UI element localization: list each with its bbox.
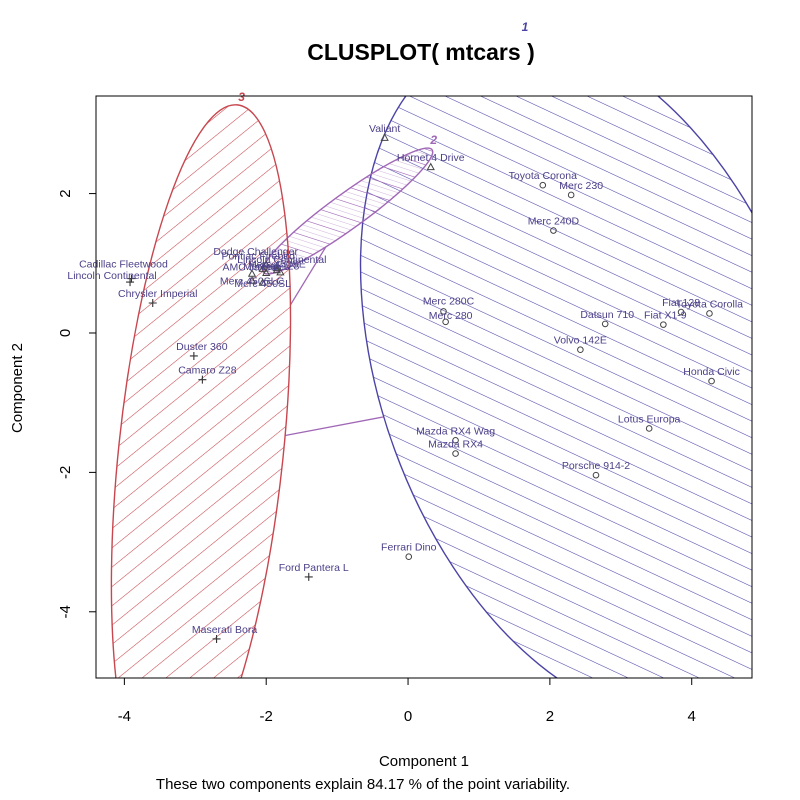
- y-tick-label-0: -4: [57, 605, 74, 618]
- data-point-7: [272, 265, 281, 274]
- point-label-19: Toyota Corolla: [676, 298, 743, 310]
- x-tick-label-4: 4: [688, 708, 696, 725]
- point-label-22: Lotus Europa: [618, 413, 681, 425]
- data-point-26: [405, 553, 413, 561]
- data-point-30: [189, 351, 198, 360]
- data-point-15: [442, 318, 449, 326]
- point-label-10: Merc 450SL: [234, 278, 291, 290]
- point-label-3: Pontiac Firebird: [221, 251, 295, 263]
- point-label-1: Hornet 4 Drive: [397, 152, 465, 164]
- point-label-15: Merc 280: [429, 310, 473, 322]
- data-point-16: [601, 320, 609, 328]
- cluster-1-ellipse-group: [359, 96, 752, 678]
- cluster-3-number: 3: [238, 90, 245, 104]
- point-label-33: Maserati Bora: [192, 624, 258, 636]
- plot-area: 1 2 3 Valiant Hornet 4 Drive Dodge Challenger…: [67, 20, 752, 678]
- point-label-23: Mazda RX4 Wag: [416, 425, 495, 437]
- point-label-12: Merc 230: [559, 180, 603, 192]
- point-label-11: Toyota Corona: [509, 170, 577, 182]
- point-label-29: Chrysler Imperial: [118, 288, 197, 300]
- cluster-connection-1-3: [285, 416, 384, 437]
- data-point-23: [452, 437, 459, 444]
- data-point-2: [258, 264, 267, 272]
- cluster-1-ellipse: [359, 96, 752, 678]
- x-axis-label: Component 1: [379, 753, 469, 770]
- cluster-3-ellipse-group: [110, 104, 292, 678]
- data-point-32: [304, 572, 313, 581]
- x-tick-label-2: 0: [404, 708, 412, 725]
- chart-title: CLUSPLOT( mtcars ): [307, 39, 534, 65]
- point-label-20: Volvo 142E: [554, 335, 607, 347]
- data-point-18: [677, 308, 685, 316]
- cluster-3-ellipse: [110, 104, 292, 678]
- data-point-12: [567, 191, 575, 199]
- data-point-6: [276, 267, 285, 276]
- x-axis: -4 -2 0 2 4: [118, 677, 696, 725]
- y-tick-label-3: 2: [57, 189, 74, 197]
- point-label-0: Valiant: [369, 123, 400, 135]
- data-point-24: [452, 450, 459, 457]
- data-point-25: [592, 471, 600, 479]
- data-point-14: [440, 308, 447, 315]
- data-point-1: [426, 162, 435, 171]
- data-point-19: [706, 310, 713, 317]
- point-label-9: Merc 450SLC: [220, 276, 285, 288]
- point-label-4: Lincoln Continental: [237, 254, 326, 266]
- cluster-1-number: 1: [522, 20, 529, 34]
- data-point-28: [126, 278, 135, 287]
- point-label-7: Merc 450SE: [248, 258, 306, 270]
- y-tick-label-1: -2: [57, 466, 74, 479]
- data-point-11: [539, 181, 547, 189]
- data-point-3: [262, 260, 271, 268]
- data-point-17: [660, 321, 667, 328]
- point-label-21: Honda Civic: [683, 366, 740, 378]
- point-label-25: Porsche 914-2: [562, 460, 630, 472]
- data-point-22: [645, 425, 653, 432]
- cluster-2-number: 2: [429, 133, 437, 147]
- chart-subtitle: These two components explain 84.17 % of …: [156, 776, 570, 793]
- data-point-8: [262, 268, 271, 277]
- point-label-27: Cadillac Fleetwood: [79, 259, 168, 271]
- data-point-33: [212, 634, 221, 643]
- point-label-28: Lincoln Continental: [67, 270, 156, 282]
- point-label-14: Merc 280C: [423, 295, 475, 307]
- point-label-26: Ferrari Dino: [381, 542, 437, 554]
- point-label-18: Fiat 128: [662, 297, 700, 309]
- point-label-30: Duster 360: [176, 341, 228, 353]
- data-point-20: [577, 346, 584, 354]
- point-label-24: Mazda RX4: [428, 439, 483, 451]
- data-point-0: [380, 133, 389, 141]
- data-point-9: [247, 276, 257, 284]
- data-point-27: [127, 274, 136, 283]
- point-label-32: Ford Pantera L: [279, 562, 349, 574]
- point-label-6: Fiat 128: [261, 260, 299, 272]
- x-tick-label-1: -2: [260, 708, 273, 725]
- y-axis-label: Component 2: [9, 343, 26, 433]
- data-point-29: [148, 299, 157, 308]
- data-point-4: [272, 263, 281, 272]
- point-label-31: Camaro Z28: [178, 365, 237, 377]
- point-label-16: Datsun 710: [580, 309, 634, 321]
- data-point-21: [708, 377, 715, 385]
- point-label-2: Dodge Challenger: [213, 246, 298, 258]
- data-point-13: [550, 227, 557, 234]
- data-point-10: [258, 278, 267, 286]
- data-point-31: [198, 375, 207, 384]
- point-label-17: Fiat X1-9: [644, 310, 687, 322]
- y-axis: -4 -2 0 2: [57, 189, 97, 618]
- y-tick-label-2: 0: [57, 329, 74, 337]
- x-tick-label-0: -4: [118, 708, 131, 725]
- plot-clip-group: [110, 96, 752, 678]
- point-label-8: Mercedes: [243, 261, 289, 273]
- x-tick-label-3: 2: [546, 708, 554, 725]
- point-label-13: Merc 240D: [528, 216, 580, 228]
- cluster-connection-2-3: [289, 246, 327, 306]
